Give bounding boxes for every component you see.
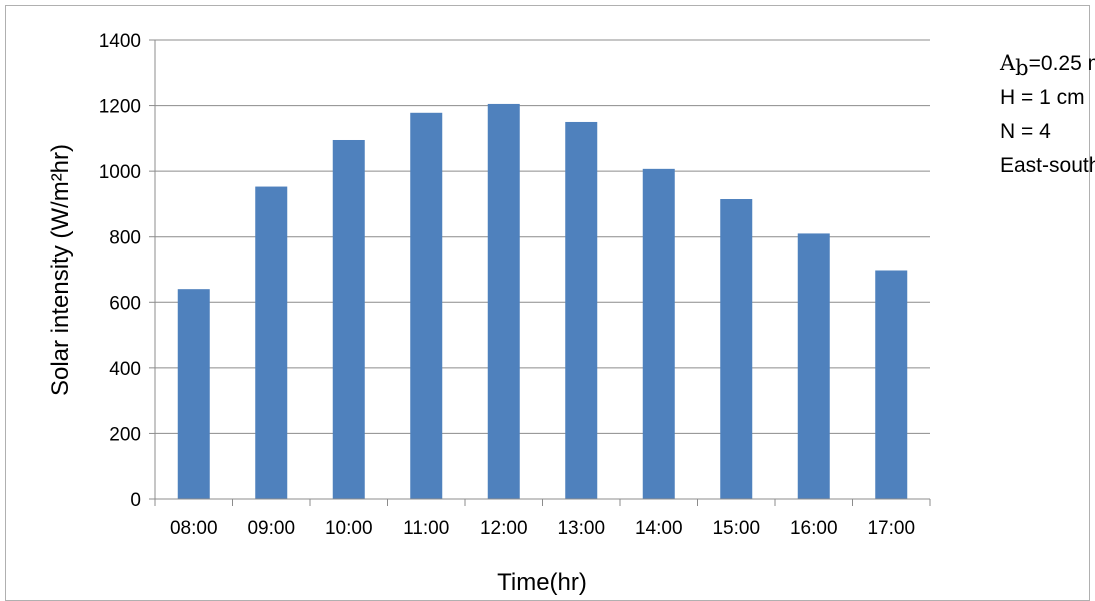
x-tick-label: 17:00 xyxy=(867,518,915,539)
bar xyxy=(177,289,210,499)
x-tick-label: 10:00 xyxy=(325,518,373,539)
annotation-dir: East-south dir xyxy=(1000,154,1095,177)
y-tick-label: 600 xyxy=(109,293,141,314)
x-tick-label: 09:00 xyxy=(247,518,295,539)
bars xyxy=(177,103,908,500)
x-tick-label: 16:00 xyxy=(790,518,838,539)
y-tick-label: 800 xyxy=(109,228,141,249)
annotation-h: H = 1 cm xyxy=(1000,86,1085,109)
annotation-box: Ab=0.25 m² H = 1 cm N = 4 East-south dir xyxy=(999,51,1095,177)
annotation-ab: Ab=0.25 m² xyxy=(999,51,1095,80)
y-axis-title: Solar intensity (W/m²hr) xyxy=(47,144,74,396)
bar xyxy=(332,139,365,499)
annotation-ab-symbol: A xyxy=(999,51,1016,75)
x-axis-title: Time(hr) xyxy=(497,569,587,596)
y-tick-labels: 0 200 400 600 800 1000 1200 1400 xyxy=(99,31,141,511)
y-tick-label: 200 xyxy=(109,424,141,445)
y-tick-label: 400 xyxy=(109,359,141,380)
axes xyxy=(149,39,931,506)
annotation-n: N = 4 xyxy=(1000,120,1051,143)
annotation-ab-value: =0.25 m² xyxy=(1029,52,1095,75)
y-tick-label: 0 xyxy=(130,490,141,511)
bar xyxy=(642,168,675,500)
x-tick-label: 12:00 xyxy=(480,518,528,539)
y-tick-label: 1400 xyxy=(99,31,141,52)
x-tick-label: 13:00 xyxy=(557,518,605,539)
y-tick-label: 1200 xyxy=(99,97,141,118)
bar xyxy=(487,103,520,500)
x-tick-label: 11:00 xyxy=(403,518,449,539)
x-tick-labels: 08:00 09:00 10:00 11:00 12:00 13:00 14:00 15:00… xyxy=(170,518,915,539)
x-tick-label: 15:00 xyxy=(712,518,760,539)
x-tick-label: 14:00 xyxy=(635,518,683,539)
y-tick-label: 1000 xyxy=(99,162,141,183)
bar xyxy=(255,186,288,500)
x-tick-label: 08:00 xyxy=(170,518,218,539)
bar xyxy=(875,270,908,499)
bar xyxy=(797,233,830,499)
bar xyxy=(720,199,753,499)
annotation-ab-subscript: b xyxy=(1015,56,1028,80)
bar xyxy=(410,112,443,499)
bar xyxy=(565,121,598,499)
